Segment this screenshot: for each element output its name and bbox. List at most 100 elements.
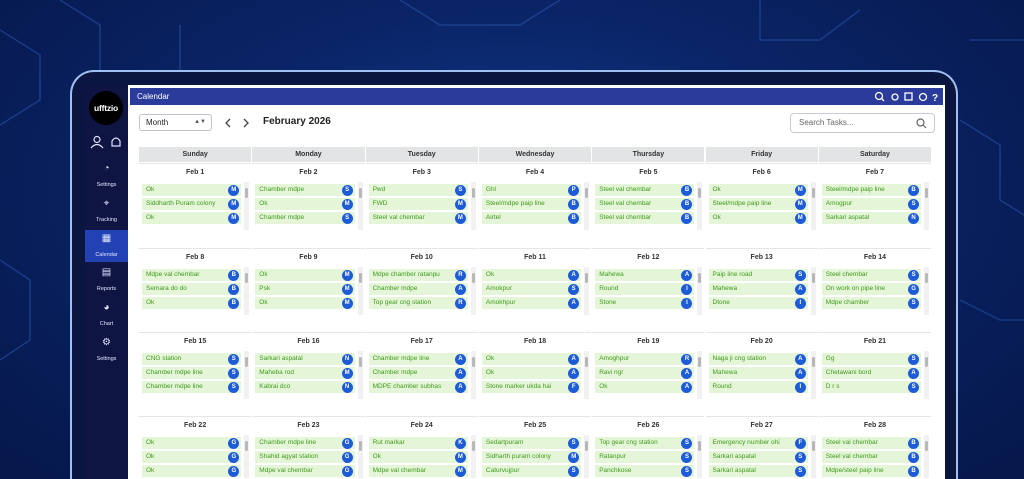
task-row[interactable]: Steel/mdpe paip line M [708, 198, 808, 210]
task-row[interactable]: Amogpur S [821, 198, 922, 210]
task-row[interactable]: Mdpe val chembar G [255, 465, 355, 477]
search-icon[interactable] [874, 91, 884, 101]
scrollbar[interactable] [584, 435, 590, 478]
task-row[interactable]: FWD M [368, 198, 468, 210]
task-row[interactable]: Ok A [481, 353, 582, 365]
day-cell[interactable]: Feb 6 Ok M Steel/mdpe paip line M Ok M [705, 163, 818, 233]
task-row[interactable]: Ravi ngr A [595, 367, 695, 379]
day-cell[interactable]: Feb 5 Steel val chembar B Steel val chembar… [592, 163, 705, 233]
scrollbar[interactable] [697, 435, 703, 478]
day-cell[interactable]: Feb 21 Gg S Chetawani bord A D r s S [818, 332, 932, 402]
day-cell[interactable]: Feb 11 Ok A Amokpur S Amokhpur A [478, 248, 592, 318]
task-row[interactable]: Kabrai dco N [255, 381, 355, 393]
task-row[interactable]: Pwd S [368, 184, 468, 196]
scrollbar[interactable] [924, 435, 930, 478]
day-cell[interactable]: Feb 9 Ok M Psk M Ok M [252, 248, 365, 318]
task-row[interactable]: Chamber mdpe line S [142, 381, 242, 393]
day-cell[interactable]: Feb 27 Emergency number ohi F Sarkari aspat… [705, 416, 818, 479]
task-row[interactable]: Steel val chembar B [595, 184, 695, 196]
user-icon[interactable] [93, 135, 101, 144]
sidebar-item[interactable]: ▦ Calendar [85, 230, 128, 262]
scrollbar[interactable] [697, 351, 703, 399]
task-row[interactable]: Ok M [368, 451, 468, 463]
day-cell[interactable]: Feb 26 Top gear cng station S Ratanpur S Panc… [592, 416, 705, 479]
scrollbar[interactable] [244, 435, 250, 478]
bell-icon[interactable] [111, 137, 121, 147]
scrollbar[interactable] [584, 267, 590, 315]
day-cell[interactable]: Feb 25 Sedartpuram S Sidharth puram colony M… [478, 416, 592, 479]
task-row[interactable]: Ok A [595, 381, 695, 393]
task-row[interactable]: Ghl P [481, 184, 582, 196]
task-row[interactable]: Mahewa A [708, 367, 808, 379]
task-row[interactable]: Mahewa A [708, 283, 808, 295]
task-row[interactable]: Chamber mdpe S [255, 184, 355, 196]
scrollbar[interactable] [357, 435, 363, 478]
task-row[interactable]: Ok G [142, 465, 242, 477]
scrollbar[interactable] [470, 267, 476, 315]
task-row[interactable]: Psk M [255, 283, 355, 295]
task-row[interactable]: Top gear cng station S [595, 437, 695, 449]
scrollbar[interactable] [810, 182, 816, 230]
task-row[interactable]: Siddharth Puram colony M [142, 198, 242, 210]
task-row[interactable]: Ok M [255, 269, 355, 281]
sidebar-item[interactable]: ⌖ Tracking [85, 195, 128, 227]
task-row[interactable]: Maheba rod M [255, 367, 355, 379]
scrollbar[interactable] [244, 351, 250, 399]
task-row[interactable]: Chamber mdpe line S [142, 367, 242, 379]
settings-icon[interactable] [918, 92, 928, 102]
notice-icon[interactable] [904, 92, 913, 101]
scrollbar[interactable] [584, 351, 590, 399]
sidebar-item[interactable]: ▤ Reports [85, 264, 128, 296]
task-row[interactable]: Ok G [142, 437, 242, 449]
task-row[interactable]: Round I [708, 381, 808, 393]
scrollbar[interactable] [924, 182, 930, 230]
task-row[interactable]: Round I [595, 283, 695, 295]
task-row[interactable]: Rut markar K [368, 437, 468, 449]
day-cell[interactable]: Feb 17 Chamber mdpe line A Chamber mdpe A MDP… [365, 332, 478, 402]
search-box[interactable]: Search Tasks... [790, 113, 935, 133]
logo[interactable]: ufftzio [89, 91, 123, 125]
scrollbar[interactable] [810, 351, 816, 399]
day-cell[interactable]: Feb 22 Ok G Ok G Ok G [139, 416, 252, 479]
task-row[interactable]: Ok A [481, 367, 582, 379]
day-cell[interactable]: Feb 10 Mdpe chamber ratanpu R Chamber mdpe A… [365, 248, 478, 318]
task-row[interactable]: Gg S [821, 353, 922, 365]
task-row[interactable]: Sedartpuram S [481, 437, 582, 449]
task-row[interactable]: MDPE chamber subhas A [368, 381, 468, 393]
next-month[interactable] [243, 118, 249, 128]
task-row[interactable]: Stone I [595, 297, 695, 309]
task-row[interactable]: Shahid agyat station G [255, 451, 355, 463]
task-row[interactable]: Ok M [708, 212, 808, 224]
task-row[interactable]: Panchkose S [595, 465, 695, 477]
task-row[interactable]: Amoghpur R [595, 353, 695, 365]
day-cell[interactable]: Feb 7 Steel/mdpe paip line B Amogpur S Sarkar… [818, 163, 932, 233]
task-row[interactable]: On work on pipe line G [821, 283, 922, 295]
task-row[interactable]: Amokhpur A [481, 297, 582, 309]
task-row[interactable]: Sarkari aspatal N [821, 212, 922, 224]
task-row[interactable]: Steel val chembar B [595, 212, 695, 224]
task-row[interactable]: Steel val chembar M [368, 212, 468, 224]
task-row[interactable]: Steel val chembar B [821, 451, 922, 463]
task-row[interactable]: Sarkari aspatal S [708, 465, 808, 477]
task-row[interactable]: Top gear cng station R [368, 297, 468, 309]
task-row[interactable]: Sidharth puram colony M [481, 451, 582, 463]
help-icon[interactable]: ? [932, 93, 938, 104]
task-row[interactable]: Amokpur S [481, 283, 582, 295]
task-row[interactable]: Mdpe/steel paip line B [821, 465, 922, 477]
task-row[interactable]: Mdpe val chembar M [368, 465, 468, 477]
scrollbar[interactable] [470, 435, 476, 478]
task-row[interactable]: Ok B [142, 297, 242, 309]
task-row[interactable]: Ok M [708, 184, 808, 196]
task-row[interactable]: Naga ji cng station A [708, 353, 808, 365]
sidebar-item[interactable]: ◔ Settings [85, 160, 128, 192]
task-row[interactable]: Sarkari aspatal N [255, 353, 355, 365]
scrollbar[interactable] [810, 267, 816, 315]
task-row[interactable]: Chetawani bord A [821, 367, 922, 379]
day-cell[interactable]: Feb 12 Mahewa A Round I Stone I [592, 248, 705, 318]
sidebar-item[interactable]: ◕ Chart [85, 299, 128, 331]
scrollbar[interactable] [924, 351, 930, 399]
day-cell[interactable]: Feb 2 Chamber mdpe S Ok M Chamber mdpe S [252, 163, 365, 233]
day-cell[interactable]: Feb 8 Mdpe val chembar B Semara do do B Ok B [139, 248, 252, 318]
task-row[interactable]: Ok A [481, 269, 582, 281]
